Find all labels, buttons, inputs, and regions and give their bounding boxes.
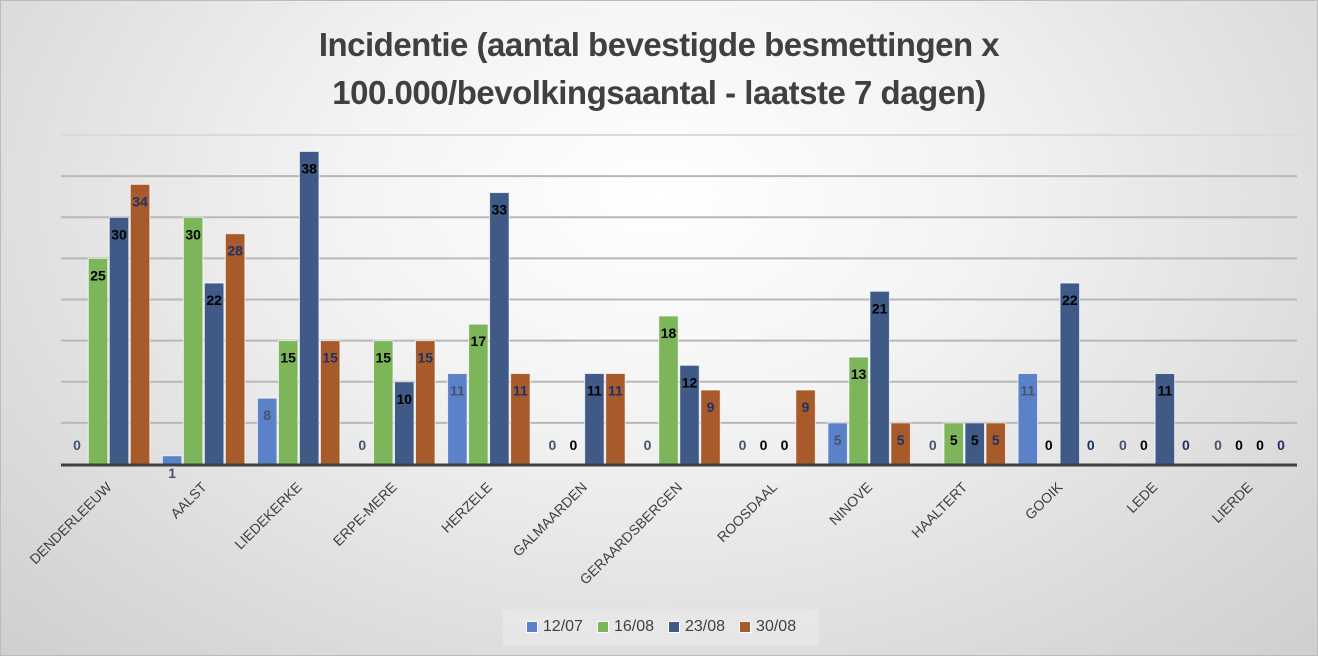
data-label: 18 <box>661 325 677 341</box>
data-label: 15 <box>280 350 296 366</box>
chart-title-line-1: Incidentie (aantal bevestigde besmetting… <box>318 26 1000 63</box>
data-label: 0 <box>1235 437 1243 453</box>
data-label: 5 <box>897 432 905 448</box>
bar-23-08 <box>298 150 320 465</box>
x-tick-label: AALST <box>167 478 210 521</box>
x-tick-label: HERZELE <box>438 479 495 536</box>
data-label: 0 <box>358 437 366 453</box>
data-label: 0 <box>1119 437 1127 453</box>
data-label: 8 <box>263 407 271 423</box>
data-label: 13 <box>851 366 867 382</box>
x-tick-label: LIEDEKERKE <box>231 479 304 552</box>
bar-16-08 <box>87 257 109 465</box>
data-label: 21 <box>872 300 888 316</box>
data-label: 0 <box>1214 437 1222 453</box>
data-label: 0 <box>1256 437 1264 453</box>
data-label: 9 <box>802 399 810 415</box>
legend-item[interactable]: 16/08 <box>596 618 654 636</box>
bar-12-07 <box>161 455 183 465</box>
data-label: 0 <box>1277 437 1285 453</box>
data-label: 5 <box>950 432 958 448</box>
data-label: 22 <box>1062 292 1078 308</box>
chart-title: Incidentie (aantal bevestigde besmetting… <box>1 21 1317 117</box>
data-label: 9 <box>707 399 715 415</box>
data-label: 0 <box>73 437 81 453</box>
data-label: 12 <box>682 374 698 390</box>
legend-label: 30/08 <box>756 618 797 635</box>
data-label: 0 <box>1140 437 1148 453</box>
data-label: 1 <box>168 465 176 481</box>
data-label: 33 <box>492 202 508 218</box>
x-tick-label: LIERDE <box>1209 479 1256 526</box>
x-tick-label: NINOVE <box>826 479 875 528</box>
legend-label: 16/08 <box>613 618 654 635</box>
data-label: 5 <box>834 432 842 448</box>
x-tick-label: HAALTERT <box>908 478 970 540</box>
data-label: 0 <box>739 437 747 453</box>
data-label: 11 <box>513 383 528 399</box>
x-tick-label: GOOIK <box>1022 478 1066 522</box>
data-label: 0 <box>1087 437 1095 453</box>
legend-label: 12/07 <box>542 618 583 635</box>
data-label: 5 <box>971 432 979 448</box>
data-label: 15 <box>375 350 391 366</box>
data-label: 0 <box>781 437 789 453</box>
data-label: 0 <box>549 437 557 453</box>
data-label: 25 <box>90 267 106 283</box>
legend[interactable]: 12/07 16/08 23/08 30/08 <box>503 609 819 645</box>
legend-swatch <box>668 621 680 633</box>
data-label: 11 <box>608 383 623 399</box>
legend-item[interactable]: 12/07 <box>525 618 583 636</box>
data-label: 0 <box>1045 437 1053 453</box>
chart-title-line-2: 100.000/bevolkingsaantal - laatste 7 dag… <box>332 74 986 111</box>
legend-item[interactable]: 23/08 <box>668 618 725 636</box>
bar-23-08 <box>869 290 890 465</box>
legend-label: 23/08 <box>685 618 726 635</box>
bar-30-08 <box>224 233 246 465</box>
data-label: 15 <box>417 350 433 366</box>
data-label: 28 <box>227 243 243 259</box>
bar-23-08 <box>1059 282 1081 465</box>
x-tick-label: ROOSDAAL <box>714 479 780 545</box>
data-label: 15 <box>322 350 338 366</box>
bar-23-08 <box>489 192 510 465</box>
data-label: 38 <box>301 160 317 176</box>
data-label: 11 <box>1157 383 1172 399</box>
bar-23-08 <box>108 216 130 465</box>
legend-item[interactable]: 30/08 <box>739 618 796 636</box>
data-label: 11 <box>1020 383 1035 399</box>
legend-swatch <box>739 621 752 633</box>
data-label: 0 <box>570 437 578 453</box>
legend-swatch <box>596 621 609 633</box>
data-label: 0 <box>644 437 652 453</box>
data-label: 5 <box>992 432 1000 448</box>
x-tick-label: LEDE <box>1123 479 1160 516</box>
x-tick-label: GALMAARDEN <box>509 479 590 560</box>
data-label: 17 <box>471 333 487 349</box>
data-label: 34 <box>132 193 148 209</box>
data-label: 0 <box>760 437 768 453</box>
legend-swatch <box>525 621 538 633</box>
data-label: 11 <box>587 383 602 399</box>
bar-16-08 <box>182 216 204 465</box>
x-tick-label: ERPE-MERE <box>330 479 400 549</box>
bar-23-08 <box>203 282 225 465</box>
data-label: 30 <box>111 226 127 242</box>
data-label: 0 <box>929 437 937 453</box>
data-label: 0 <box>1182 437 1190 453</box>
data-label: 30 <box>185 226 201 242</box>
data-label: 10 <box>396 391 412 407</box>
data-label: 11 <box>450 383 465 399</box>
x-tick-label: GERAARDSBERGEN <box>576 479 685 588</box>
bar-30-08 <box>129 183 151 465</box>
x-tick-label: DENDERLEEUW <box>26 478 115 567</box>
data-label: 22 <box>206 292 222 308</box>
